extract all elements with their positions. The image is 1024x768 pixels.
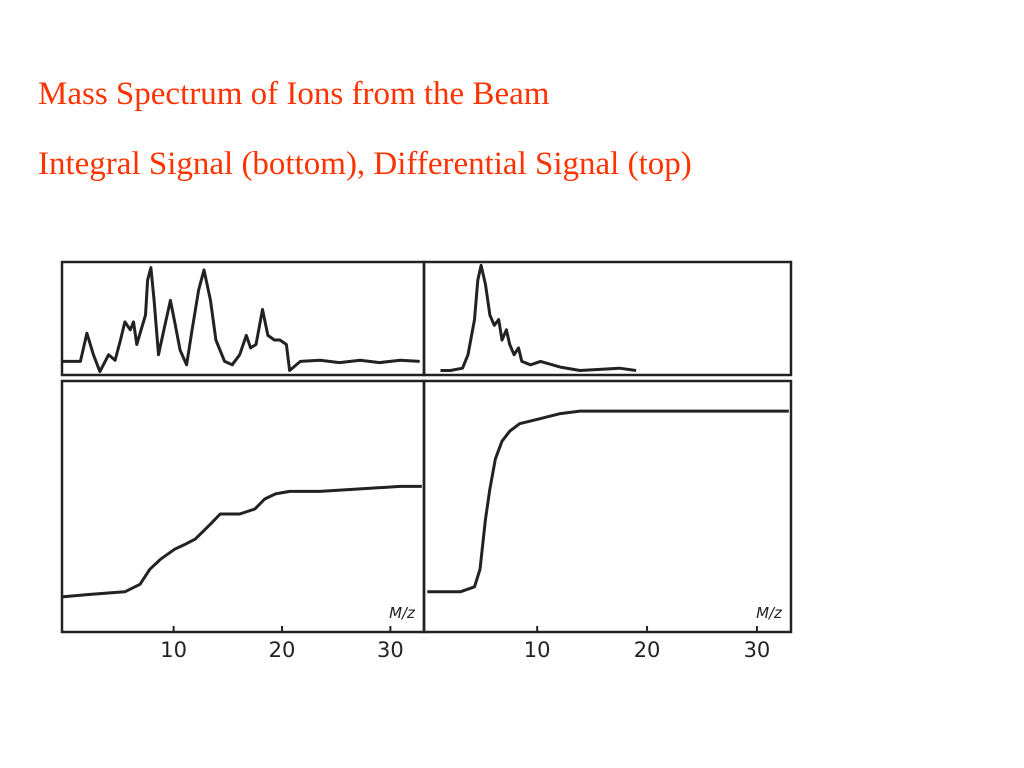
signal-curve (62, 266, 420, 374)
panel-frame (60, 379, 426, 634)
signal-curve (440, 263, 637, 372)
x-axis-label: M/z (756, 604, 783, 622)
x-tick-label: 20 (269, 638, 296, 662)
x-tick-label: 30 (377, 638, 404, 662)
slide-subtitle: Integral Signal (bottom), Differential S… (38, 146, 692, 182)
x-tick-label: 30 (744, 638, 771, 662)
x-axis-label: M/z (389, 604, 416, 622)
x-tick-label: 10 (524, 638, 551, 662)
signal-curve (61, 484, 422, 599)
x-tick-label: 10 (160, 638, 187, 662)
x-tick-label: 20 (634, 638, 661, 662)
signal-curve (427, 409, 789, 594)
slide-title: Mass Spectrum of Ions from the Beam (38, 76, 550, 112)
panel-frame (422, 379, 793, 634)
panel-frame (422, 260, 793, 377)
